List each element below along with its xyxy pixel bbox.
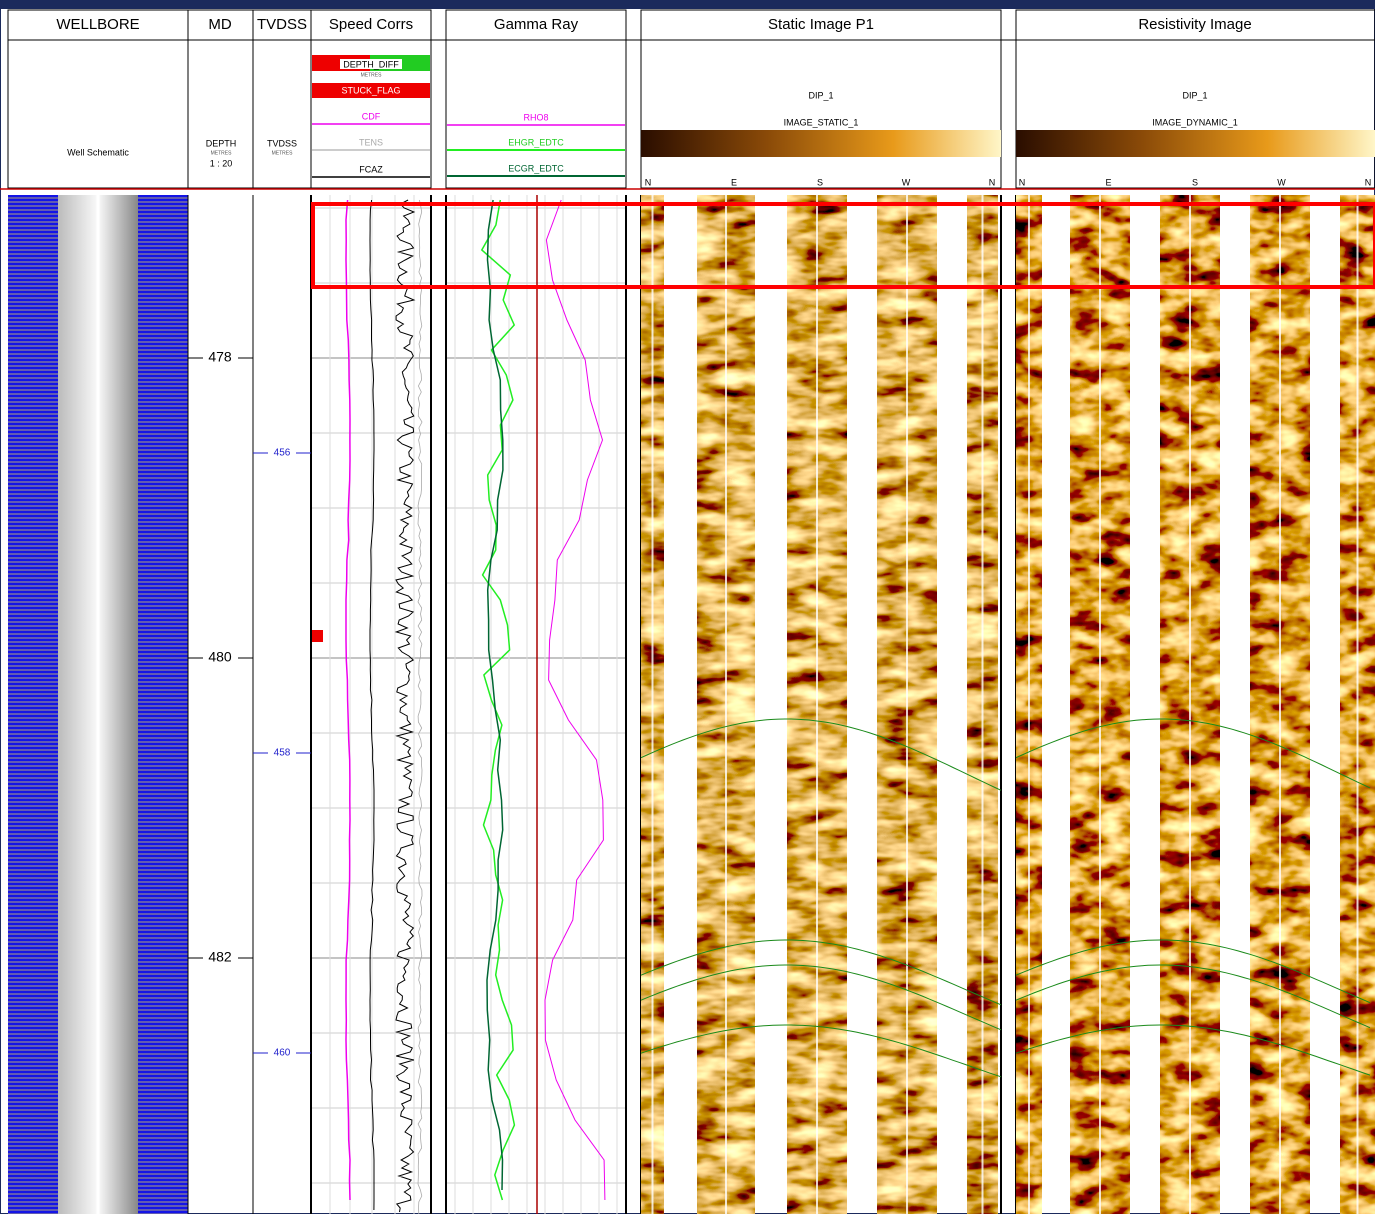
aux-curve bbox=[369, 199, 375, 1211]
dip-sinusoid bbox=[640, 718, 1002, 791]
casing bbox=[138, 195, 188, 1214]
dip-sinusoid bbox=[640, 964, 1002, 1031]
legend-box bbox=[340, 59, 402, 69]
curve-name: ECGR_EDTC bbox=[508, 163, 564, 173]
header-label: Well Schematic bbox=[67, 147, 129, 157]
color-scale bbox=[1016, 130, 1375, 157]
curve-name: DIP_1 bbox=[1182, 90, 1207, 100]
header-scale: 1 : 20 bbox=[210, 158, 233, 168]
frame bbox=[0, 7, 1375, 1215]
depth-label: 480 bbox=[208, 649, 232, 665]
track-title: MD bbox=[208, 16, 231, 33]
dip-sinusoid bbox=[1015, 939, 1371, 1004]
azimuth-label: N bbox=[1365, 177, 1372, 187]
depth-label: 460 bbox=[274, 1048, 291, 1059]
curve-name: STUCK_FLAG bbox=[341, 85, 400, 95]
curve-name: RHO8 bbox=[523, 112, 548, 122]
header-grid bbox=[7, 9, 1375, 189]
track-title: WELLBORE bbox=[56, 16, 139, 33]
azimuth-label: E bbox=[731, 177, 737, 187]
color-scale bbox=[641, 130, 1001, 157]
curve-name: IMAGE_STATIC_1 bbox=[784, 117, 859, 127]
legend-bar bbox=[312, 83, 430, 98]
azimuth-label: N bbox=[989, 177, 996, 187]
cdf-curve bbox=[345, 199, 351, 1201]
track-title: Gamma Ray bbox=[494, 16, 579, 33]
ehgr-curve bbox=[480, 199, 516, 1201]
header-unit: METRES bbox=[272, 150, 294, 156]
header-unit: METRES bbox=[211, 150, 233, 156]
depth-label: 456 bbox=[274, 448, 291, 459]
dip-sinusoid bbox=[1015, 1024, 1371, 1076]
dip-sinusoid bbox=[640, 1024, 1002, 1078]
casing bbox=[8, 195, 58, 1214]
depth-label: 482 bbox=[208, 949, 232, 965]
azimuth-label: N bbox=[1019, 177, 1026, 187]
dip-sinusoid bbox=[640, 939, 1002, 1006]
curve-name: TENS bbox=[359, 137, 383, 147]
depth-label: 458 bbox=[274, 748, 291, 759]
curve-name: EHGR_EDTC bbox=[508, 137, 564, 147]
fcaz-curve bbox=[394, 199, 416, 1213]
azimuth-label: W bbox=[1277, 177, 1286, 187]
header-label: DEPTH bbox=[206, 138, 237, 148]
header-label: TVDSS bbox=[267, 138, 297, 148]
curve-unit: METRES bbox=[361, 72, 383, 78]
flag bbox=[312, 630, 323, 642]
dip-sinusoid bbox=[1015, 964, 1371, 1029]
track-title: Speed Corrs bbox=[329, 16, 413, 33]
dip-sinusoid bbox=[1015, 718, 1371, 789]
track-title: Resistivity Image bbox=[1138, 16, 1251, 33]
tens-curve bbox=[417, 199, 423, 1215]
highlight-box bbox=[311, 202, 1375, 289]
azimuth-label: E bbox=[1105, 177, 1111, 187]
curve-name: CDF bbox=[362, 111, 381, 121]
track-title: Static Image P1 bbox=[768, 16, 874, 33]
top-bar bbox=[0, 0, 1375, 8]
azimuth-label: S bbox=[1192, 177, 1198, 187]
curve-name: DEPTH_DIFF bbox=[343, 59, 399, 69]
curve-name: DIP_1 bbox=[808, 90, 833, 100]
ecgr-curve bbox=[486, 199, 504, 1191]
azimuth-label: N bbox=[645, 177, 652, 187]
azimuth-label: S bbox=[817, 177, 823, 187]
curve-name: IMAGE_DYNAMIC_1 bbox=[1152, 117, 1238, 127]
curve-name: FCAZ bbox=[359, 164, 383, 174]
rho8-curve bbox=[544, 199, 606, 1201]
depth-label: 478 bbox=[208, 349, 232, 365]
track-title: TVDSS bbox=[257, 16, 307, 33]
azimuth-label: W bbox=[902, 177, 911, 187]
